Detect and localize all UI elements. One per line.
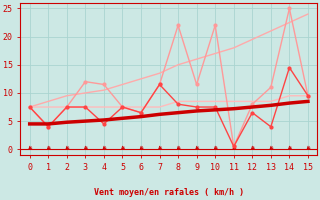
X-axis label: Vent moyen/en rafales ( km/h ): Vent moyen/en rafales ( km/h )	[94, 188, 244, 197]
